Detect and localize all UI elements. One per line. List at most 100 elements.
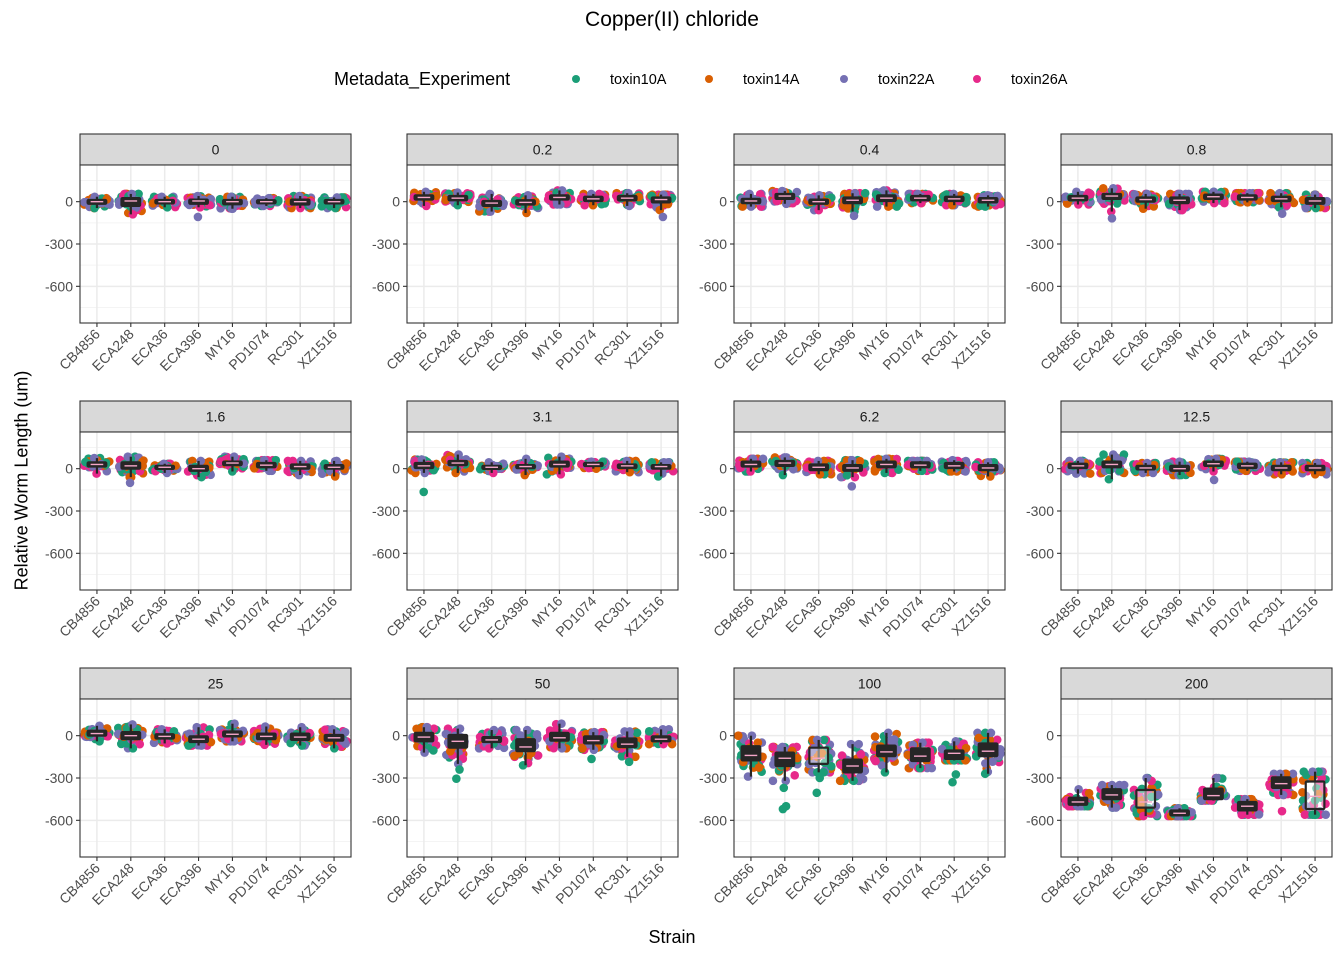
data-point	[1176, 470, 1186, 480]
data-point	[1084, 788, 1094, 798]
facet-strip	[1060, 133, 1333, 166]
data-point	[1301, 203, 1311, 213]
y-tick-label: -300	[372, 236, 400, 252]
facet-strip-label: 0	[212, 142, 220, 158]
facet-panel-25: 250-300-600CB4856ECA248ECA36ECA396MY16PD…	[45, 667, 352, 908]
y-tick-label: -300	[699, 503, 727, 519]
outlier-point	[1277, 209, 1287, 218]
y-tick-label: -600	[1026, 278, 1054, 294]
data-point	[754, 763, 764, 772]
data-point	[1097, 780, 1107, 790]
y-tick-label: -600	[699, 812, 727, 828]
box	[943, 749, 965, 761]
data-point	[738, 202, 747, 211]
facet-strip-label: 200	[1185, 676, 1209, 692]
data-point	[745, 189, 754, 199]
outlier-point	[849, 211, 859, 221]
data-point	[880, 768, 890, 777]
data-point	[432, 191, 441, 201]
data-point	[860, 188, 870, 198]
legend-title: Metadata_Experiment	[334, 69, 511, 89]
data-point	[429, 746, 438, 755]
facet-panel-100: 1000-300-600CB4856ECA248ECA36ECA396MY16P…	[699, 667, 1006, 908]
outlier-point	[419, 487, 429, 497]
facet-strip-label: 0.2	[533, 142, 553, 158]
y-tick-label: -300	[45, 770, 73, 786]
outlier-point	[779, 783, 789, 793]
data-point	[522, 725, 532, 735]
facet-strip	[79, 133, 352, 166]
legend-label-toxin14A: toxin14A	[743, 72, 800, 88]
outlier-point	[812, 788, 822, 798]
y-tick-label: -600	[372, 545, 400, 561]
data-point	[812, 735, 822, 745]
outlier-point	[452, 774, 461, 784]
data-point	[854, 739, 864, 749]
facet-strip	[406, 133, 679, 166]
x-axis-label: Strain	[648, 927, 696, 947]
data-point	[580, 200, 589, 210]
data-point	[328, 725, 337, 734]
y-tick-label: 0	[1046, 728, 1054, 744]
data-point	[1108, 450, 1118, 459]
facet-strip-label: 6.2	[860, 409, 880, 425]
data-point	[1098, 183, 1108, 193]
outlier-point	[1277, 806, 1287, 816]
y-tick-label: -300	[372, 503, 400, 519]
y-tick-label: 0	[65, 461, 73, 477]
data-point	[1115, 780, 1124, 790]
data-point	[1266, 188, 1275, 198]
box	[515, 738, 536, 753]
facet-strip-label: 12.5	[1183, 409, 1210, 425]
outlier-point	[951, 770, 961, 779]
box	[1135, 788, 1157, 809]
data-point	[485, 189, 495, 199]
data-point	[229, 452, 239, 461]
outlier-point	[587, 754, 596, 764]
outlier-point	[1209, 475, 1219, 485]
facet-panel-0.4: 0.40-300-600CB4856ECA248ECA36ECA396MY16P…	[699, 133, 1006, 374]
data-point	[733, 731, 743, 740]
data-point	[331, 203, 340, 213]
data-point	[134, 189, 143, 199]
box	[876, 744, 897, 758]
data-point	[260, 740, 269, 750]
box	[977, 742, 999, 758]
y-tick-label: -300	[699, 770, 727, 786]
data-point	[894, 199, 904, 208]
data-point	[1300, 810, 1310, 819]
facet-panel-0: 00-300-600CB4856ECA248ECA36ECA396MY16PD1…	[45, 133, 352, 374]
chart-title: Copper(II) chloride	[585, 8, 759, 31]
facet-strip-label: 50	[535, 676, 551, 692]
data-point	[768, 776, 778, 786]
data-point	[294, 470, 304, 480]
y-tick-label: -600	[45, 278, 73, 294]
data-point	[486, 207, 495, 216]
data-point	[781, 199, 791, 209]
data-point	[927, 763, 937, 773]
box	[1270, 776, 1292, 789]
y-tick-label: 0	[1046, 194, 1054, 210]
outlier-point	[658, 212, 668, 222]
legend-label-toxin22A: toxin22A	[878, 72, 935, 88]
data-point	[1220, 198, 1229, 208]
y-tick-label: -600	[45, 545, 73, 561]
y-tick-label: -300	[1026, 236, 1054, 252]
legend-label-toxin26A: toxin26A	[1011, 72, 1068, 88]
box	[1101, 788, 1123, 801]
box	[774, 751, 796, 768]
outlier-point	[815, 773, 825, 783]
facet-panel-3.1: 3.10-300-600CB4856ECA248ECA36ECA396MY16P…	[372, 400, 679, 641]
data-point	[846, 739, 856, 749]
data-point	[578, 744, 587, 753]
facet-panel-0.2: 0.20-300-600CB4856ECA248ECA36ECA396MY16P…	[372, 133, 679, 374]
y-tick-label: 0	[1046, 461, 1054, 477]
facet-strip-label: 3.1	[533, 409, 553, 425]
y-tick-label: -300	[45, 236, 73, 252]
data-point	[1282, 201, 1292, 210]
y-tick-label: -600	[372, 812, 400, 828]
outlier-point	[125, 478, 135, 488]
data-point	[856, 749, 866, 759]
y-tick-label: -300	[45, 503, 73, 519]
